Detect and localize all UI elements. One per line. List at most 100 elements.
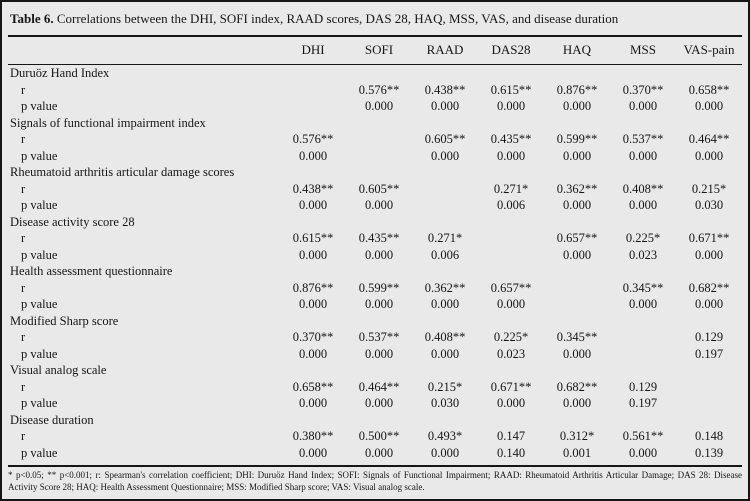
r-row: r 0.576** 0.438** 0.615** 0.876** 0.370** 0.65…	[8, 82, 742, 99]
section-row: Rheumatoid arthritis articular damage sc…	[8, 164, 742, 181]
r-row-label: r	[21, 379, 26, 394]
correlation-value	[280, 82, 346, 99]
correlation-value: 0.435**	[490, 132, 532, 146]
p-value-row-label: p value	[21, 148, 58, 163]
table-caption: Correlations between the DHI, SOFI index…	[53, 11, 619, 26]
p-value: 0.006	[496, 198, 526, 212]
correlation-value: 0.271*	[493, 181, 529, 196]
p-value: 0.000	[496, 297, 526, 311]
correlation-value: 0.225*	[625, 231, 661, 245]
p-value-row: p value 0.000 0.000 0.006 0.000 0.023 0.000	[8, 247, 742, 264]
p-value: 0.000	[298, 346, 328, 361]
p-value: 0.000	[694, 148, 724, 163]
section-row: Visual analog scale	[8, 362, 742, 379]
p-value: 0.000	[562, 396, 592, 410]
column-header-raad: RAAD	[412, 37, 478, 65]
r-row: r 0.658** 0.464** 0.215* 0.671** 0.682** 0.129	[8, 379, 742, 396]
correlation-value: 0.615**	[490, 82, 532, 97]
section-row: Duruöz Hand Index	[8, 65, 742, 82]
p-value: 0.000	[562, 198, 592, 212]
correlation-value: 0.129	[628, 379, 658, 394]
correlation-value: 0.464**	[688, 132, 730, 146]
correlation-value: 0.408**	[424, 330, 466, 344]
correlation-value: 0.147	[496, 429, 526, 443]
p-value-row-label: p value	[21, 445, 58, 460]
p-value-row: p value 0.000 0.000 0.000 0.000 0.000 0.000	[8, 296, 742, 313]
p-value: 0.000	[628, 99, 658, 113]
p-value: 0.023	[628, 247, 658, 262]
correlation-value: 0.370**	[292, 330, 334, 344]
correlation-value: 0.576**	[292, 132, 334, 146]
correlation-value: 0.876**	[292, 280, 334, 295]
correlation-value	[478, 230, 544, 247]
correlation-value: 0.599**	[556, 132, 598, 146]
p-value	[280, 98, 346, 115]
correlation-value: 0.225*	[493, 330, 529, 344]
p-value: 0.000	[364, 396, 394, 410]
corner-cell	[8, 37, 280, 65]
p-value: 0.000	[298, 198, 328, 212]
header-row: DHI SOFI RAAD DAS28 HAQ MSS VAS-pain	[8, 37, 742, 65]
p-value	[544, 296, 610, 313]
correlation-value	[412, 181, 478, 198]
column-header-das28: DAS28	[478, 37, 544, 65]
r-row: r 0.370** 0.537** 0.408** 0.225* 0.345** 0.129	[8, 329, 742, 346]
p-value-row: p value 0.000 0.000 0.000 0.000 0.000 0.000	[8, 98, 742, 115]
correlation-value: 0.537**	[622, 132, 664, 146]
column-header-mss: MSS	[610, 37, 676, 65]
p-value-row: p value 0.000 0.000 0.000 0.023 0.000 0.197	[8, 346, 742, 363]
r-row-label: r	[21, 429, 26, 443]
correlation-value: 0.682**	[688, 280, 730, 295]
section-label: Signals of functional impairment index	[10, 115, 206, 130]
r-row: r 0.380** 0.500** 0.493* 0.147 0.312* 0.561** 0…	[8, 428, 742, 445]
r-row: r 0.438** 0.605** 0.271* 0.362** 0.408** 0.215…	[8, 181, 742, 198]
r-row: r 0.876** 0.599** 0.362** 0.657** 0.345** 0.68…	[8, 280, 742, 297]
p-value: 0.000	[694, 297, 724, 311]
section-label: Visual analog scale	[10, 363, 107, 377]
p-value-row-label: p value	[21, 297, 58, 311]
section-row: Modified Sharp score	[8, 313, 742, 330]
correlation-value: 0.438**	[424, 82, 466, 97]
p-value: 0.000	[364, 346, 394, 361]
r-row-label: r	[21, 181, 26, 196]
p-value	[610, 346, 676, 363]
p-value: 0.000	[298, 445, 328, 460]
column-header-vas-pain: VAS-pain	[676, 37, 742, 65]
correlation-value: 0.537**	[358, 330, 400, 344]
correlation-value: 0.215*	[691, 181, 727, 196]
p-value: 0.000	[364, 247, 394, 262]
correlation-value: 0.658**	[688, 82, 730, 97]
p-value: 0.000	[430, 297, 460, 311]
p-value: 0.006	[430, 247, 460, 262]
section-row: Disease duration	[8, 412, 742, 429]
p-value: 0.000	[430, 148, 460, 163]
correlation-value: 0.658**	[292, 379, 334, 394]
correlation-value: 0.408**	[622, 181, 664, 196]
p-value: 0.000	[628, 198, 658, 212]
correlation-value: 0.682**	[556, 379, 598, 394]
p-value: 0.000	[364, 445, 394, 460]
p-value: 0.000	[694, 247, 724, 262]
p-value-row-label: p value	[21, 396, 58, 410]
p-value: 0.139	[694, 445, 724, 460]
correlation-value	[676, 379, 742, 396]
correlation-value: 0.362**	[556, 181, 598, 196]
correlation-value: 0.345**	[622, 280, 664, 295]
p-value: 0.000	[430, 445, 460, 460]
correlation-value: 0.671**	[490, 379, 532, 394]
correlation-value: 0.500**	[358, 429, 400, 443]
correlation-value: 0.576**	[358, 82, 400, 97]
correlation-value: 0.615**	[292, 231, 334, 245]
r-row-label: r	[21, 330, 26, 344]
r-row: r 0.615** 0.435** 0.271* 0.657** 0.225* 0.671*…	[8, 230, 742, 247]
p-value-row-label: p value	[21, 247, 58, 262]
correlation-value: 0.215*	[427, 379, 463, 394]
correlation-value: 0.493*	[427, 429, 463, 443]
p-value: 0.000	[562, 148, 592, 163]
p-value: 0.000	[496, 396, 526, 410]
p-value: 0.000	[298, 247, 328, 262]
p-value: 0.000	[298, 297, 328, 311]
column-header-haq: HAQ	[544, 37, 610, 65]
r-row-label: r	[21, 82, 26, 97]
